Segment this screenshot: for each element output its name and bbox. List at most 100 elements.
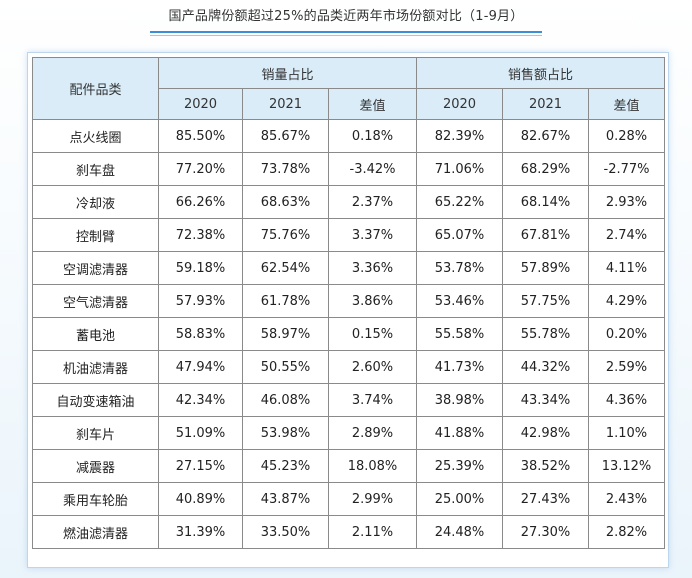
cell-rev-diff: 0.20% xyxy=(587,317,666,351)
header-row-1: 配件品类 销量占比 销售额占比 xyxy=(32,57,666,120)
table-row: 空调滤清器 59.18% 62.54% 3.36% 53.78% 57.89% 4.11% xyxy=(32,251,666,285)
cell-rev-2020: 55.58% xyxy=(416,317,503,351)
cell-rev-2021: 43.34% xyxy=(502,383,589,417)
col-header-rev-diff: 差值 xyxy=(587,88,666,120)
cell-rev-2021: 82.67% xyxy=(502,119,589,153)
cell-rev-2021: 57.89% xyxy=(502,251,589,285)
cell-vol-diff: 2.37% xyxy=(328,185,417,219)
cell-category: 点火线圈 xyxy=(32,119,159,153)
cell-rev-diff: 4.29% xyxy=(587,284,666,318)
table-row: 自动变速箱油 42.34% 46.08% 3.74% 38.98% 43.34% 4.36% xyxy=(32,383,666,417)
cell-category: 空调滤清器 xyxy=(32,251,159,285)
cell-vol-2020: 66.26% xyxy=(158,185,243,219)
cell-vol-2020: 47.94% xyxy=(158,350,243,384)
cell-category: 蓄电池 xyxy=(32,317,159,351)
cell-category: 机油滤清器 xyxy=(32,350,159,384)
cell-vol-2020: 85.50% xyxy=(158,119,243,153)
cell-rev-2020: 41.88% xyxy=(416,416,503,450)
col-header-vol-diff: 差值 xyxy=(328,88,417,120)
cell-vol-2021: 43.87% xyxy=(242,482,329,516)
cell-vol-diff: 2.99% xyxy=(328,482,417,516)
cell-rev-diff: 2.59% xyxy=(587,350,666,384)
cell-rev-2021: 68.14% xyxy=(502,185,589,219)
cell-vol-2020: 31.39% xyxy=(158,515,243,549)
table-row: 乘用车轮胎 40.89% 43.87% 2.99% 25.00% 27.43% 2.43% xyxy=(32,482,666,516)
col-header-rev-2020: 2020 xyxy=(416,88,503,120)
cell-rev-2020: 24.48% xyxy=(416,515,503,549)
cell-rev-2021: 55.78% xyxy=(502,317,589,351)
cell-category: 刹车片 xyxy=(32,416,159,450)
cell-rev-diff: 2.43% xyxy=(587,482,666,516)
volume-share-header: 销量占比 xyxy=(158,57,417,89)
cell-vol-2020: 40.89% xyxy=(158,482,243,516)
table-frame: 配件品类 销量占比 销售额占比 2020 2021 差值 2020 2021 差… xyxy=(27,52,669,568)
table-row: 刹车片 51.09% 53.98% 2.89% 41.88% 42.98% 1.10% xyxy=(32,416,666,450)
cell-category: 自动变速箱油 xyxy=(32,383,159,417)
title-underline-thin xyxy=(150,35,542,36)
cell-vol-2021: 62.54% xyxy=(242,251,329,285)
col-header-vol-2021: 2021 xyxy=(242,88,329,120)
cell-category: 控制臂 xyxy=(32,218,159,252)
table-row: 控制臂 72.38% 75.76% 3.37% 65.07% 67.81% 2.74% xyxy=(32,218,666,252)
header-row-2: 2020 2021 差值 2020 2021 差值 xyxy=(33,88,666,120)
cell-vol-2020: 72.38% xyxy=(158,218,243,252)
cell-rev-2020: 71.06% xyxy=(416,152,503,186)
cell-rev-diff: 13.12% xyxy=(587,449,666,483)
cell-category: 乘用车轮胎 xyxy=(32,482,159,516)
col-header-vol-2020: 2020 xyxy=(158,88,243,120)
cell-category: 空气滤清器 xyxy=(32,284,159,318)
cell-rev-2020: 65.07% xyxy=(416,218,503,252)
cell-vol-2020: 51.09% xyxy=(158,416,243,450)
cell-vol-diff: 2.89% xyxy=(328,416,417,450)
cell-category: 减震器 xyxy=(32,449,159,483)
table-row: 刹车盘 77.20% 73.78% -3.42% 71.06% 68.29% -2.77% xyxy=(32,152,666,186)
cell-vol-2021: 73.78% xyxy=(242,152,329,186)
table-row: 点火线圈 85.50% 85.67% 0.18% 82.39% 82.67% 0.28% xyxy=(32,119,666,153)
title-block: 国产品牌份额超过25%的品类近两年市场份额对比（1-9月） xyxy=(150,6,542,36)
revenue-share-header: 销售额占比 xyxy=(415,57,666,89)
cell-vol-diff: -3.42% xyxy=(328,152,417,186)
cell-rev-diff: 2.93% xyxy=(587,185,666,219)
cell-vol-2020: 42.34% xyxy=(158,383,243,417)
cell-vol-2020: 59.18% xyxy=(158,251,243,285)
cell-rev-2020: 38.98% xyxy=(416,383,503,417)
cell-vol-diff: 2.60% xyxy=(328,350,417,384)
cell-rev-2021: 42.98% xyxy=(502,416,589,450)
cell-rev-diff: 4.36% xyxy=(587,383,666,417)
table-row: 机油滤清器 47.94% 50.55% 2.60% 41.73% 44.32% 2.59% xyxy=(32,350,666,384)
category-header: 配件品类 xyxy=(32,57,159,120)
cell-rev-2021: 67.81% xyxy=(502,218,589,252)
cell-rev-diff: 2.74% xyxy=(587,218,666,252)
cell-rev-diff: 0.28% xyxy=(587,119,666,153)
cell-rev-2020: 25.00% xyxy=(416,482,503,516)
cell-vol-2021: 53.98% xyxy=(242,416,329,450)
cell-category: 刹车盘 xyxy=(32,152,159,186)
cell-category: 冷却液 xyxy=(32,185,159,219)
cell-rev-2021: 68.29% xyxy=(502,152,589,186)
cell-rev-2021: 38.52% xyxy=(502,449,589,483)
cell-vol-2021: 68.63% xyxy=(242,185,329,219)
cell-rev-diff: 4.11% xyxy=(587,251,666,285)
cell-vol-diff: 3.37% xyxy=(328,218,417,252)
cell-vol-2021: 58.97% xyxy=(242,317,329,351)
cell-vol-2021: 45.23% xyxy=(242,449,329,483)
cell-vol-2020: 77.20% xyxy=(158,152,243,186)
cell-rev-2021: 44.32% xyxy=(502,350,589,384)
title-underline xyxy=(150,31,542,33)
cell-vol-diff: 3.74% xyxy=(328,383,417,417)
chart-title: 国产品牌份额超过25%的品类近两年市场份额对比（1-9月） xyxy=(168,9,524,24)
cell-vol-diff: 18.08% xyxy=(328,449,417,483)
cell-vol-2020: 27.15% xyxy=(158,449,243,483)
cell-rev-2020: 82.39% xyxy=(416,119,503,153)
table-body: 点火线圈 85.50% 85.67% 0.18% 82.39% 82.67% 0.28% 刹车… xyxy=(32,119,666,549)
cell-rev-2020: 65.22% xyxy=(416,185,503,219)
cell-vol-2021: 75.76% xyxy=(242,218,329,252)
cell-rev-2020: 41.73% xyxy=(416,350,503,384)
table-row: 冷却液 66.26% 68.63% 2.37% 65.22% 68.14% 2.93% xyxy=(32,185,666,219)
cell-vol-diff: 3.86% xyxy=(328,284,417,318)
table-row: 空气滤清器 57.93% 61.78% 3.86% 53.46% 57.75% 4.29% xyxy=(32,284,666,318)
cell-rev-diff: -2.77% xyxy=(587,152,666,186)
cell-vol-2020: 58.83% xyxy=(158,317,243,351)
share-table: 配件品类 销量占比 销售额占比 2020 2021 差值 2020 2021 差… xyxy=(32,57,666,549)
cell-vol-diff: 0.18% xyxy=(328,119,417,153)
